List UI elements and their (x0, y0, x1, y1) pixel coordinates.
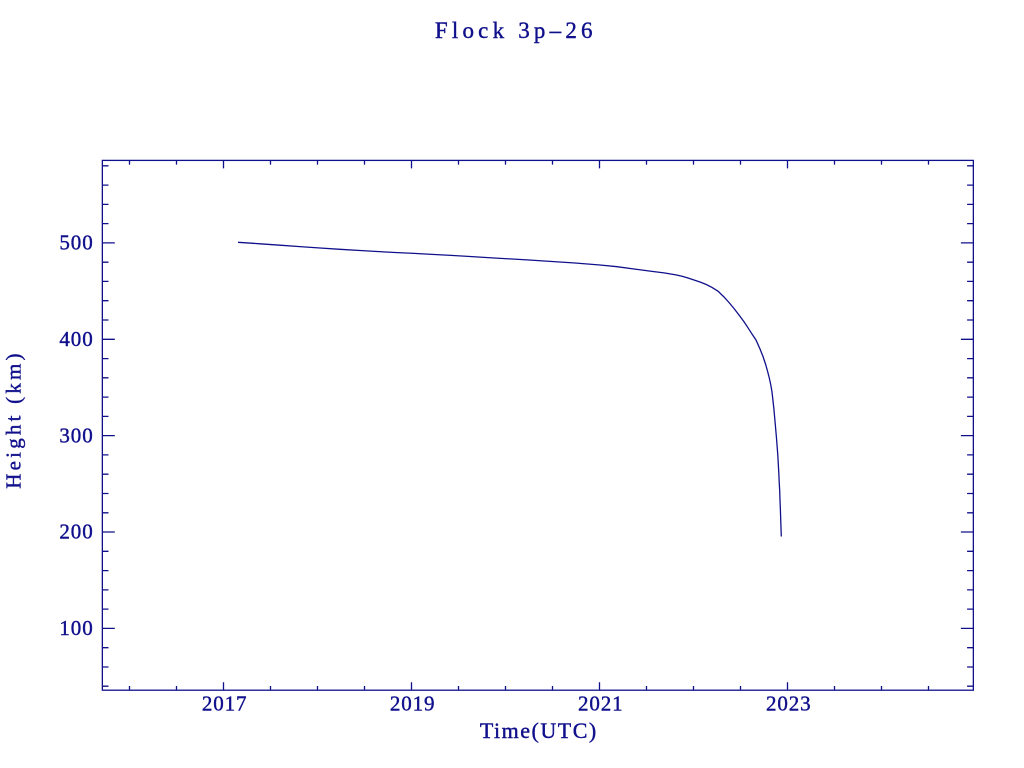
svg-text:400: 400 (59, 327, 93, 351)
svg-text:100: 100 (59, 616, 93, 640)
svg-text:2019: 2019 (390, 692, 436, 716)
svg-text:2017: 2017 (202, 692, 248, 716)
svg-text:200: 200 (59, 520, 93, 544)
svg-text:Time(UTC): Time(UTC) (480, 718, 598, 743)
svg-text:Flock 3p–26: Flock 3p–26 (435, 18, 597, 43)
svg-text:2023: 2023 (766, 692, 812, 716)
svg-text:500: 500 (59, 231, 93, 255)
svg-text:300: 300 (59, 423, 93, 447)
svg-text:2021: 2021 (578, 692, 624, 716)
svg-text:Height (km): Height (km) (1, 350, 25, 488)
